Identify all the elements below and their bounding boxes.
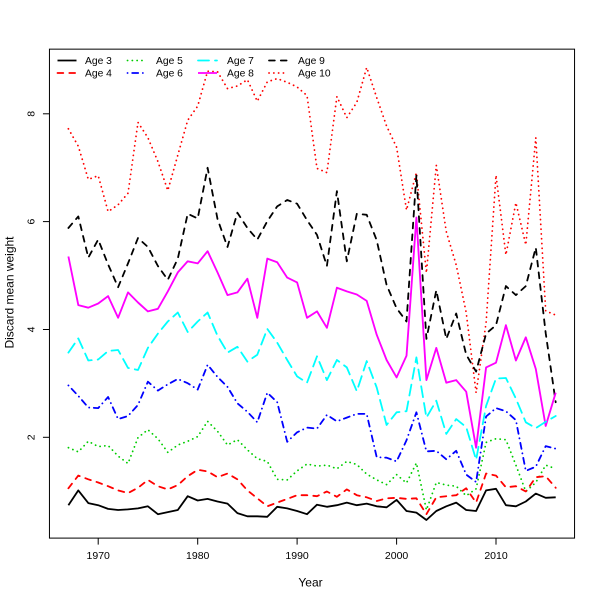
svg-text:6: 6 <box>26 219 38 225</box>
svg-text:Age 3: Age 3 <box>85 56 112 67</box>
svg-text:4: 4 <box>26 326 38 332</box>
svg-text:1970: 1970 <box>87 550 111 562</box>
svg-text:2000: 2000 <box>385 550 409 562</box>
svg-text:2010: 2010 <box>484 550 508 562</box>
svg-text:8: 8 <box>26 111 38 117</box>
svg-text:Age 7: Age 7 <box>227 56 254 67</box>
svg-text:Age 5: Age 5 <box>156 56 183 67</box>
svg-text:1990: 1990 <box>285 550 309 562</box>
svg-text:Age 4: Age 4 <box>85 69 112 80</box>
svg-text:Discard mean weight: Discard mean weight <box>3 236 17 349</box>
svg-text:Age 8: Age 8 <box>227 69 254 80</box>
svg-text:Year: Year <box>298 576 322 590</box>
svg-text:Age 6: Age 6 <box>156 69 183 80</box>
svg-text:1980: 1980 <box>186 550 210 562</box>
svg-text:2: 2 <box>26 434 38 440</box>
svg-text:Age 10: Age 10 <box>298 69 331 80</box>
svg-text:Age 9: Age 9 <box>298 56 325 67</box>
